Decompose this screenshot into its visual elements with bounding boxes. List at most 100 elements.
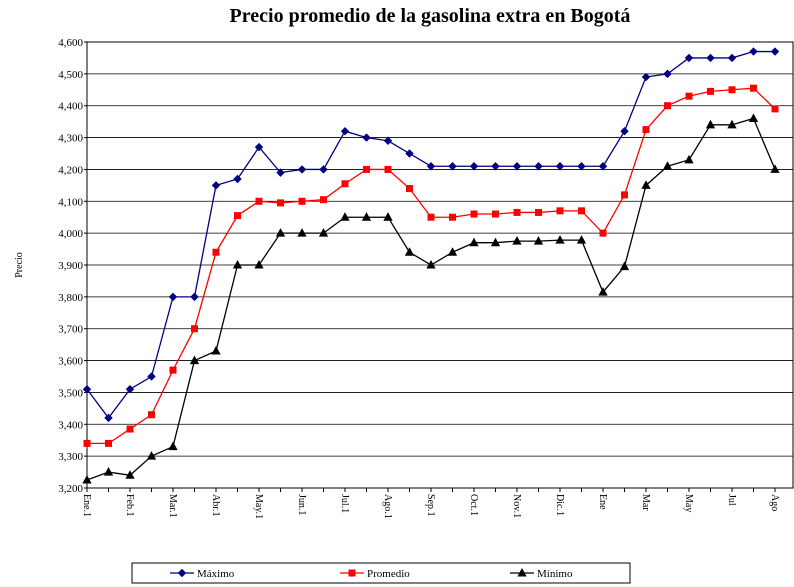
marker xyxy=(190,292,199,302)
marker xyxy=(427,213,435,221)
y-tick-label: 3,600 xyxy=(58,356,83,368)
marker xyxy=(340,126,350,136)
marker xyxy=(383,212,393,221)
y-tick-label: 3,800 xyxy=(58,292,83,304)
marker xyxy=(470,210,478,218)
marker xyxy=(211,345,221,355)
x-tick-label: Jun.1 xyxy=(296,494,307,515)
marker xyxy=(727,53,737,63)
marker xyxy=(642,126,650,134)
marker xyxy=(705,119,716,129)
y-tick-label: 3,900 xyxy=(58,260,83,272)
marker xyxy=(534,162,543,171)
legend-label: Promedio xyxy=(367,568,410,580)
x-tick-label: Jul.1 xyxy=(339,494,350,513)
marker xyxy=(555,162,565,171)
marker xyxy=(319,165,328,174)
series-line xyxy=(86,50,775,419)
legend: Máximo Promedio Mínimo xyxy=(131,562,631,584)
legend-label: Máximo xyxy=(197,568,235,580)
marker xyxy=(748,113,759,122)
x-tick-label: Mar.1 xyxy=(167,494,178,518)
marker xyxy=(83,439,91,447)
x-tick-label: Dic.1 xyxy=(554,494,565,516)
marker xyxy=(211,181,221,190)
marker xyxy=(555,235,565,244)
y-tick-label: 4,600 xyxy=(58,37,83,49)
marker xyxy=(535,208,542,216)
marker xyxy=(104,413,113,423)
marker xyxy=(598,287,608,296)
marker xyxy=(620,126,629,136)
marker xyxy=(512,162,522,171)
legend-box xyxy=(131,562,631,584)
marker xyxy=(684,53,694,63)
marker xyxy=(641,72,651,82)
marker xyxy=(125,385,135,394)
y-tick-label: 3,400 xyxy=(58,419,83,431)
marker xyxy=(749,47,758,56)
marker xyxy=(341,180,349,188)
y-tick-label: 3,500 xyxy=(58,387,83,399)
marker xyxy=(177,568,187,578)
marker xyxy=(82,474,92,484)
marker xyxy=(103,467,114,476)
y-tick-label: 4,300 xyxy=(58,133,83,145)
marker xyxy=(318,228,329,237)
marker xyxy=(234,212,241,220)
marker xyxy=(448,162,457,171)
marker xyxy=(361,212,372,221)
marker xyxy=(533,236,544,245)
y-tick-label: 4,100 xyxy=(58,196,83,208)
marker xyxy=(189,355,200,365)
marker xyxy=(490,237,501,247)
y-tick-label: 4,200 xyxy=(58,164,83,176)
marker xyxy=(707,87,714,95)
x-tick-label: May.1 xyxy=(253,494,264,519)
marker xyxy=(406,185,413,193)
marker xyxy=(469,237,479,247)
x-tick-label: Sep.1 xyxy=(425,494,436,517)
x-tick-label: Ene xyxy=(597,494,608,510)
marker xyxy=(513,208,521,216)
x-tick-label: Abr.1 xyxy=(210,494,221,517)
marker xyxy=(297,228,307,237)
marker xyxy=(556,207,564,215)
marker xyxy=(599,229,607,237)
y-tick-label: 4,500 xyxy=(58,69,83,81)
y-axis-label: Precio xyxy=(14,252,25,278)
marker xyxy=(362,133,371,142)
marker xyxy=(297,165,307,174)
marker xyxy=(384,165,392,173)
marker xyxy=(125,470,135,479)
marker xyxy=(168,441,178,451)
marker xyxy=(447,247,458,256)
x-tick-label: Nov.1 xyxy=(511,494,522,518)
marker xyxy=(662,161,673,170)
marker xyxy=(348,569,356,577)
marker xyxy=(146,451,157,460)
marker xyxy=(105,439,112,447)
chart-title: Precio promedio de la gasolina extra en … xyxy=(230,5,631,27)
marker xyxy=(577,162,586,171)
y-tick-label: 3,700 xyxy=(58,324,83,336)
x-tick-label: Feb.1 xyxy=(124,494,135,517)
y-tick-label: 3,300 xyxy=(58,451,83,463)
marker xyxy=(426,162,436,171)
legend-label: Mínimo xyxy=(537,568,573,580)
x-tick-label: Oct.1 xyxy=(468,494,479,516)
marker xyxy=(191,325,198,333)
marker xyxy=(685,92,693,100)
marker xyxy=(276,168,285,177)
marker xyxy=(82,385,92,394)
y-tick-label: 3,200 xyxy=(58,483,83,495)
marker xyxy=(168,292,178,302)
marker xyxy=(254,259,264,269)
marker xyxy=(621,191,628,199)
marker xyxy=(664,102,671,110)
marker xyxy=(449,213,456,221)
marker xyxy=(404,247,415,256)
x-tick-label: Ene.1 xyxy=(81,494,92,517)
marker xyxy=(254,142,264,152)
